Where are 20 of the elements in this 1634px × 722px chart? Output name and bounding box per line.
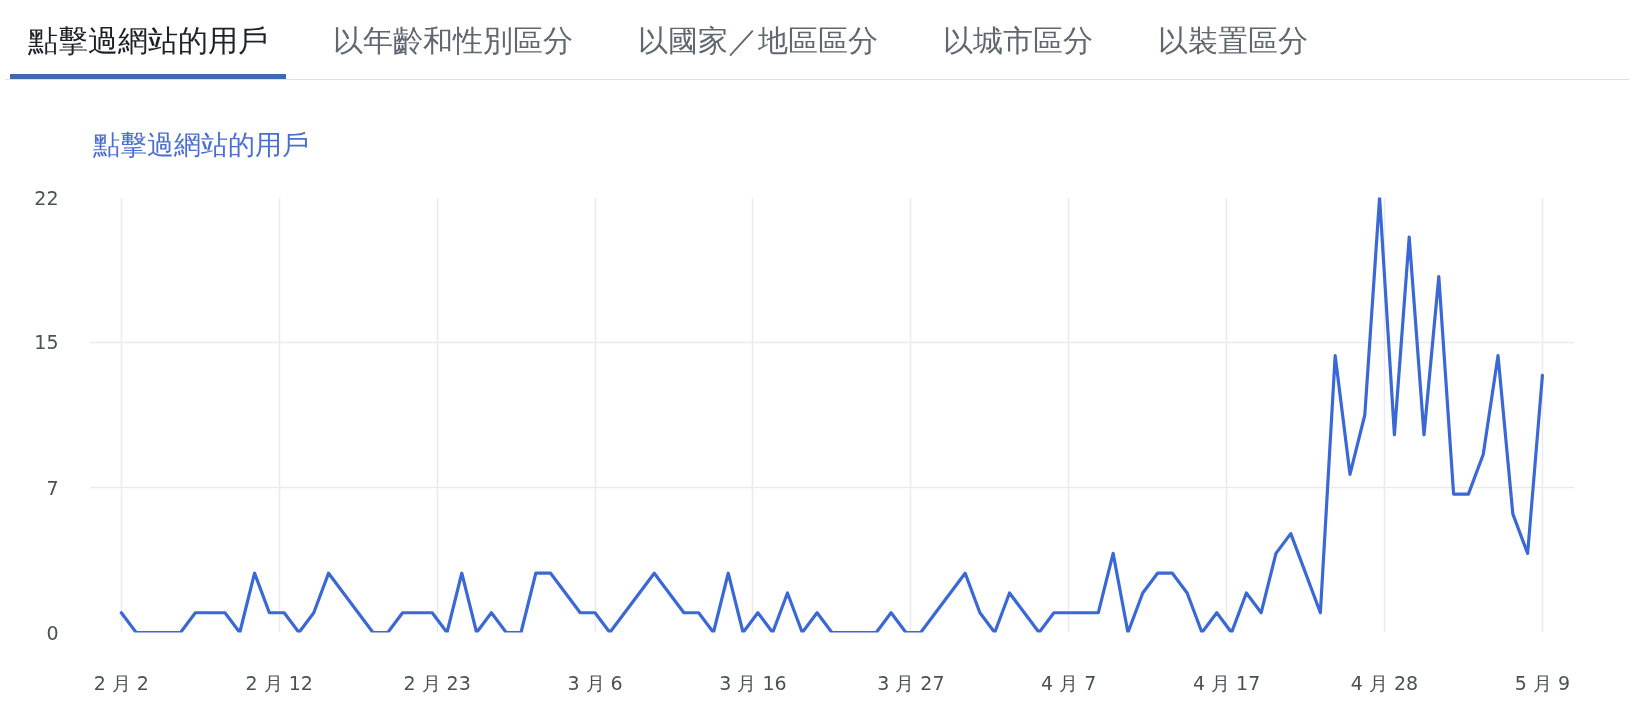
x-tick-label: 5 月 9 (1514, 671, 1571, 694)
chart-title: 點擊過網站的用戶 (91, 128, 309, 160)
text: 以國家／地區區分 (637, 22, 879, 60)
x-tick-label: 4 月 28 (1350, 671, 1419, 694)
y-tick-label: 7 (46, 476, 59, 499)
y-tick-label: 0 (46, 621, 59, 644)
x-tick-label: 3 月 27 (877, 671, 945, 694)
text: 點擊過網站的用戶 (10, 5, 286, 79)
text: 以年齡和性別區分 (332, 22, 574, 60)
x-tick-label: 2 月 2 (93, 671, 149, 694)
text: 以裝置區分 (1157, 22, 1309, 60)
x-tick-label: 2 月 23 (403, 671, 471, 694)
x-tick-label: 3 月 6 (567, 671, 623, 694)
text: 以城市區分 (942, 22, 1094, 60)
y-tick-label: 22 (34, 186, 59, 209)
x-tick-label: 2 月 12 (245, 671, 313, 694)
x-tick-label: 4 月 17 (1192, 671, 1261, 694)
x-tick-label: 4 月 7 (1041, 671, 1097, 694)
y-tick-label: 15 (34, 331, 59, 354)
x-tick-label: 3 月 16 (719, 671, 787, 694)
